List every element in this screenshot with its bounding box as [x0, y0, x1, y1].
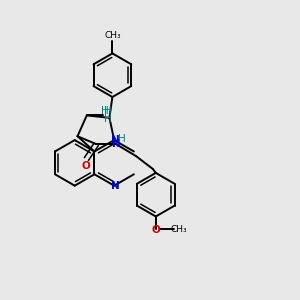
Text: N: N [111, 135, 119, 145]
Text: O: O [81, 161, 90, 171]
Text: H: H [103, 106, 111, 116]
Text: H: H [118, 134, 126, 144]
Text: H: H [101, 106, 109, 116]
Text: N: N [111, 181, 119, 191]
Text: CH₃: CH₃ [104, 31, 121, 40]
Text: CH₃: CH₃ [170, 225, 187, 234]
Text: O: O [152, 225, 160, 236]
Text: N: N [112, 139, 121, 149]
Text: H: H [103, 114, 111, 124]
